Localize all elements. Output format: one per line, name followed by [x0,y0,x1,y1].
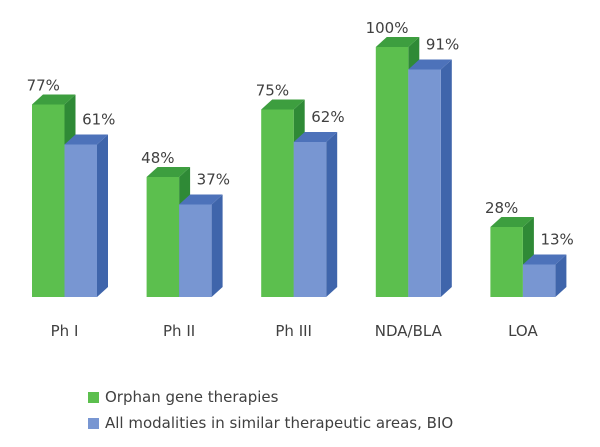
bar-loa-orphan [490,227,523,297]
bar-side [555,254,567,297]
legend-label: All modalities in similar therapeutic ar… [105,414,454,432]
legend-swatch-blue [88,417,99,429]
bar-top [32,94,76,105]
bar-top [293,132,338,142]
bar-top [261,99,305,110]
bar-top [522,254,567,265]
data-label: 48% [141,149,174,167]
bar-top [490,217,534,227]
bar-nda-bla-all-modalities [408,69,441,297]
bar-top [146,167,191,177]
bar-ph-ii-all-modalities [179,204,212,297]
bar-ph-ii-orphan [146,177,180,297]
bar-ph-i-all-modalities [64,144,97,297]
legend-item-all-modalities: All modalities in similar therapeutic ar… [88,414,453,432]
category-label: Ph I [51,322,79,340]
category-label: NDA/BLA [375,322,443,340]
category-label: Ph II [163,322,195,340]
bar-top [64,134,108,145]
legend-item-orphan: Orphan gene therapies [88,388,278,406]
data-label: 61% [82,111,115,129]
data-label: 37% [197,171,230,189]
category-label: LOA [508,322,538,340]
bar-loa-all-modalities [522,264,556,297]
legend-label: Orphan gene therapies [105,388,279,406]
bar-ph-i-orphan [32,104,65,297]
category-label: Ph III [275,322,312,340]
bar-top [179,194,223,205]
data-label: 13% [540,231,573,249]
data-label: 91% [426,36,459,54]
bar-side [440,59,452,297]
bar-top [408,59,452,70]
bar-side [211,194,223,297]
data-label: 100% [366,19,409,37]
bar-ph-iii-orphan [261,109,294,297]
data-label: 28% [485,199,518,217]
data-label: 77% [27,77,60,95]
legend-swatch-green [88,391,99,403]
bar-side [97,134,108,297]
data-label: 62% [311,108,344,126]
bar-top [375,37,420,47]
data-label: 75% [256,82,289,100]
bar-nda-bla-orphan [375,47,409,297]
bar-side [326,132,338,297]
bar-ph-iii-all-modalities [293,142,327,297]
